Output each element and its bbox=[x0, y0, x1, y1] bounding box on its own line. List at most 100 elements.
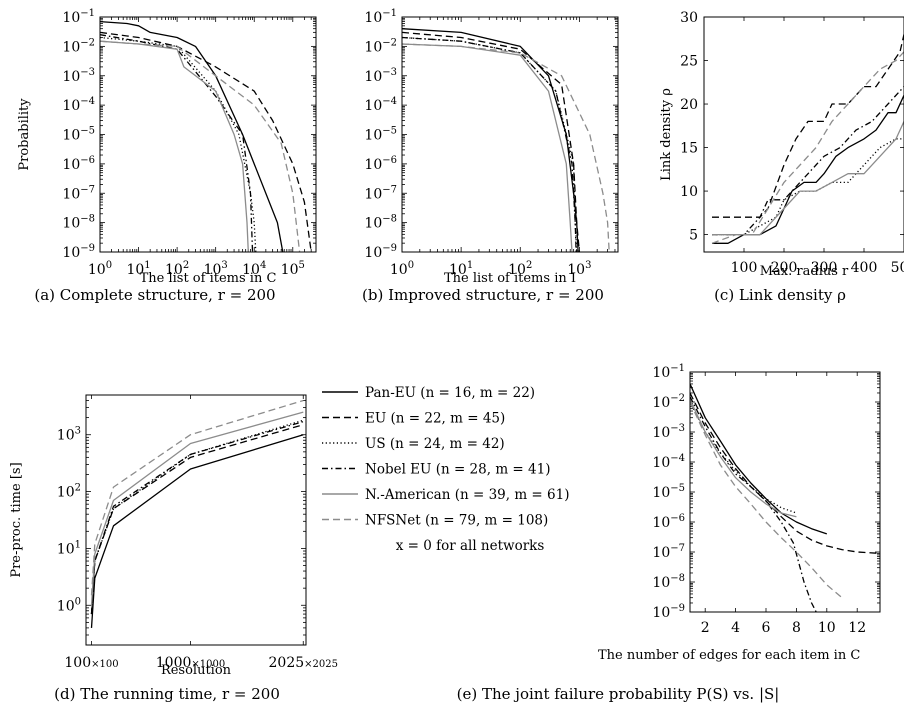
x-tick-label: 102 bbox=[508, 260, 532, 278]
panel-a: 100 101 102 103 104 105 10−1 10−2 10−3 10−4 10−5 10… bbox=[17, 8, 317, 304]
x-tick-label: 100 bbox=[731, 260, 758, 276]
panel-caption: (e) The joint failure probability P(S) v… bbox=[457, 685, 780, 703]
series-line-nfsnet bbox=[402, 43, 610, 252]
series-group bbox=[711, 34, 904, 244]
series-group bbox=[402, 28, 610, 252]
y-tick-label: 10−8 bbox=[652, 573, 685, 591]
legend-item: EU (n = 22, m = 45) bbox=[322, 411, 505, 427]
x-tick-label: 12 bbox=[848, 620, 866, 636]
legend-item: NFSNet (n = 79, m = 108) bbox=[322, 513, 548, 529]
series-line-eu bbox=[100, 31, 312, 252]
panel-c: 100 200 300 400 500 5 10 15 20 25 30 Max. radius r L… bbox=[659, 10, 904, 304]
y-tick-label: 10−8 bbox=[364, 214, 397, 232]
series-group bbox=[690, 383, 880, 612]
x-tick-label: 8 bbox=[792, 620, 801, 636]
ticks bbox=[99, 16, 317, 253]
x-tick-label: 100 bbox=[88, 260, 112, 278]
panel-b: 100 101 102 103 10−1 10−2 10−3 10−4 10−5 10−6 10−7… bbox=[362, 8, 619, 304]
x-tick-label: 104 bbox=[242, 260, 266, 278]
y-tick-label: 10−7 bbox=[62, 184, 95, 202]
legend-item: US (n = 24, m = 42) bbox=[322, 436, 505, 452]
y-tick-label: 10−4 bbox=[62, 96, 95, 114]
legend-label: Pan-EU (n = 16, m = 22) bbox=[365, 385, 535, 401]
y-tick-label: 10−8 bbox=[62, 214, 95, 232]
plot-frame bbox=[99, 16, 317, 253]
y-tick-label: 10 bbox=[680, 184, 698, 200]
x-tick-label: 103 bbox=[567, 260, 591, 278]
y-tick-label: 10−5 bbox=[62, 126, 95, 144]
y-tick-label: 10−7 bbox=[652, 543, 685, 561]
series-line-us bbox=[402, 36, 578, 252]
series-line-nobel-eu bbox=[90, 420, 304, 615]
x-axis-label: The list of items in C bbox=[140, 271, 277, 286]
series-line-nfsnet bbox=[100, 40, 301, 252]
y-tick-label: 5 bbox=[689, 228, 698, 244]
y-tick-label: 101 bbox=[57, 539, 81, 557]
y-tick-label: 103 bbox=[57, 426, 81, 444]
y-tick-label: 10−3 bbox=[62, 67, 95, 85]
x-axis-label: Max. radius r bbox=[760, 264, 849, 279]
y-tick-label: 10−9 bbox=[652, 603, 685, 621]
y-tick-label: 10−1 bbox=[62, 8, 95, 26]
series-line-us bbox=[100, 36, 257, 252]
panel-caption: (b) Improved structure, r = 200 bbox=[362, 286, 604, 304]
x-tick-label: 10 bbox=[818, 620, 836, 636]
legend-note: x = 0 for all networks bbox=[396, 538, 545, 554]
y-tick-label: 25 bbox=[680, 54, 698, 70]
series-group bbox=[100, 20, 312, 252]
y-tick-label: 10−1 bbox=[364, 8, 397, 26]
y-tick-label: 10−4 bbox=[652, 453, 685, 471]
y-tick-label: 30 bbox=[680, 10, 698, 26]
series-line-nobel-eu bbox=[690, 396, 817, 612]
series-line-eu bbox=[712, 34, 904, 218]
series-line-pan-eu bbox=[712, 95, 904, 244]
panel-e: 2 4 6 8 10 12 10−1 10−2 10−3 10−4 10−5 10−6 10−7 10−8… bbox=[457, 363, 881, 703]
x-axis-label: The number of edges for each item in C bbox=[598, 648, 860, 663]
x-tick-label: 101 bbox=[449, 260, 473, 278]
series-line-eu bbox=[402, 31, 581, 252]
series-line-nobel-eu bbox=[402, 36, 577, 252]
y-tick-label: 10−2 bbox=[62, 37, 95, 55]
y-tick-label: 10−9 bbox=[364, 243, 397, 261]
series-line-pan-eu bbox=[402, 28, 579, 252]
x-tick-label: 1000×1000 bbox=[156, 655, 225, 671]
x-tick-label: 102 bbox=[165, 260, 189, 278]
ticks bbox=[690, 371, 880, 613]
legend-label: Nobel EU (n = 28, m = 41) bbox=[365, 462, 550, 478]
legend-item: Pan-EU (n = 16, m = 22) bbox=[322, 385, 535, 401]
x-tick-label: 100 bbox=[390, 260, 414, 278]
series-line-eu bbox=[690, 392, 880, 555]
series-line-us bbox=[712, 138, 904, 236]
y-tick-label: 10−2 bbox=[652, 393, 685, 411]
y-axis-label: Link density ρ bbox=[659, 88, 674, 181]
y-tick-label: 10−3 bbox=[652, 423, 685, 441]
y-tick-label: 10−7 bbox=[364, 184, 397, 202]
x-tick-label: 101 bbox=[126, 260, 150, 278]
panel-caption: (a) Complete structure, r = 200 bbox=[34, 286, 275, 304]
legend-label: EU (n = 22, m = 45) bbox=[365, 411, 505, 427]
plot-frame bbox=[401, 16, 619, 253]
y-tick-label: 15 bbox=[680, 141, 698, 157]
y-axis-label: Pre-proc. time [s] bbox=[9, 462, 24, 577]
x-tick-label: 6 bbox=[762, 620, 771, 636]
legend: Pan-EU (n = 16, m = 22) EU (n = 22, m = 4… bbox=[322, 385, 569, 554]
x-tick-label: 105 bbox=[281, 260, 305, 278]
series-line-nfsnet bbox=[711, 51, 904, 244]
y-tick-label: 10−4 bbox=[364, 96, 397, 114]
y-tick-label: 10−1 bbox=[652, 363, 685, 381]
series-line-pan-eu bbox=[100, 20, 284, 252]
plot-frame bbox=[703, 16, 904, 253]
x-tick-label: 2025×2025 bbox=[269, 655, 338, 671]
panel-d: 100×100 1000×1000 2025×2025 100 101 102 103 Res… bbox=[9, 394, 338, 703]
legend-label: N.-American (n = 39, m = 61) bbox=[365, 487, 569, 503]
legend-item: N.-American (n = 39, m = 61) bbox=[322, 487, 569, 503]
series-line-n-american bbox=[690, 399, 797, 518]
series-line-us bbox=[90, 419, 304, 615]
y-tick-label: 10−2 bbox=[364, 37, 397, 55]
x-tick-label: 100×100 bbox=[64, 655, 118, 671]
y-tick-label: 100 bbox=[57, 596, 81, 614]
panel-caption: (d) The running time, r = 200 bbox=[54, 685, 280, 703]
panel-caption: (c) Link density ρ bbox=[714, 286, 846, 304]
y-tick-label: 10−9 bbox=[62, 243, 95, 261]
